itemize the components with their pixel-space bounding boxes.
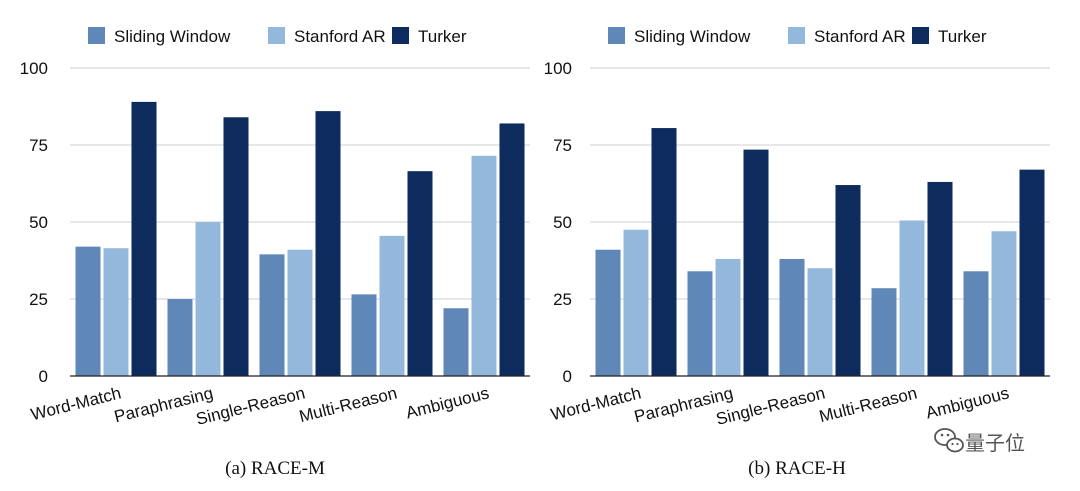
bar-sliding-window-paraphrasing (687, 271, 713, 376)
bar-stanford-ar-paraphrasing (715, 258, 741, 376)
legend: Sliding Window Stanford AR Turker (608, 27, 987, 46)
x-tick-label: Word-Match (29, 383, 123, 424)
y-tick-label: 0 (39, 367, 48, 386)
legend-swatch (608, 27, 625, 44)
legend-swatch (392, 27, 409, 44)
bar-sliding-window-multi-reason (351, 294, 377, 376)
y-tick-label: 50 (553, 213, 572, 232)
bar-turker-single-reason (315, 111, 341, 377)
legend-swatch (912, 27, 929, 44)
wechat-icon (934, 428, 964, 453)
bar-stanford-ar-word-match (623, 229, 649, 376)
legend-label: Sliding Window (114, 27, 231, 46)
x-tick-label: Multi-Reason (817, 383, 919, 426)
legend-swatch (788, 27, 805, 44)
bar-turker-paraphrasing (743, 149, 769, 376)
bar-turker-word-match (131, 101, 157, 376)
y-tick-label: 50 (29, 213, 48, 232)
legend-label: Sliding Window (634, 27, 751, 46)
x-tick-label: Ambiguous (924, 383, 1011, 422)
watermark: 量子位 (934, 428, 1025, 455)
bar-sliding-window-single-reason (779, 258, 805, 376)
bar-sliding-window-ambiguous (963, 271, 989, 376)
x-tick-label: Multi-Reason (297, 383, 399, 426)
chart-caption: (a) RACE-M (225, 458, 325, 479)
bar-sliding-window-word-match (595, 249, 621, 376)
bar-turker-ambiguous (499, 123, 525, 376)
legend-label: Stanford AR (294, 27, 386, 46)
bar-turker-multi-reason (407, 171, 433, 376)
legend-label: Stanford AR (814, 27, 906, 46)
y-tick-label: 0 (563, 367, 572, 386)
bar-stanford-ar-word-match (103, 248, 129, 376)
x-tick-label: Word-Match (549, 383, 643, 424)
bar-stanford-ar-multi-reason (899, 220, 925, 376)
bar-stanford-ar-single-reason (287, 249, 313, 376)
bar-sliding-window-word-match (75, 246, 101, 376)
legend-swatch (88, 27, 105, 44)
bar-stanford-ar-ambiguous (991, 231, 1017, 376)
chart-caption: (b) RACE-H (748, 458, 846, 479)
watermark-text: 量子位 (965, 431, 1025, 455)
y-tick-label: 25 (553, 290, 572, 309)
chart-race-h: 0255075100Word-MatchParaphrasingSingle-R… (544, 27, 1050, 479)
bar-stanford-ar-paraphrasing (195, 222, 221, 376)
legend: Sliding Window Stanford AR Turker (88, 27, 467, 46)
bar-sliding-window-paraphrasing (167, 299, 193, 376)
bar-sliding-window-ambiguous (443, 308, 469, 376)
legend-swatch (268, 27, 285, 44)
bar-stanford-ar-multi-reason (379, 235, 405, 376)
x-tick-label: Ambiguous (404, 383, 491, 422)
bar-stanford-ar-ambiguous (471, 155, 497, 376)
bar-turker-single-reason (835, 185, 861, 376)
bar-turker-multi-reason (927, 181, 953, 376)
y-tick-label: 75 (553, 136, 572, 155)
bar-stanford-ar-single-reason (807, 268, 833, 376)
bar-turker-paraphrasing (223, 117, 249, 376)
y-tick-label: 25 (29, 290, 48, 309)
bar-sliding-window-multi-reason (871, 288, 897, 376)
bar-turker-ambiguous (1019, 169, 1045, 376)
bar-sliding-window-single-reason (259, 254, 285, 376)
y-tick-label: 100 (544, 59, 572, 78)
legend-label: Turker (418, 27, 467, 46)
legend-label: Turker (938, 27, 987, 46)
bar-turker-word-match (651, 128, 677, 376)
chart-race-m: 0255075100Word-MatchParaphrasingSingle-R… (20, 27, 530, 479)
y-tick-label: 75 (29, 136, 48, 155)
y-tick-label: 100 (20, 59, 48, 78)
